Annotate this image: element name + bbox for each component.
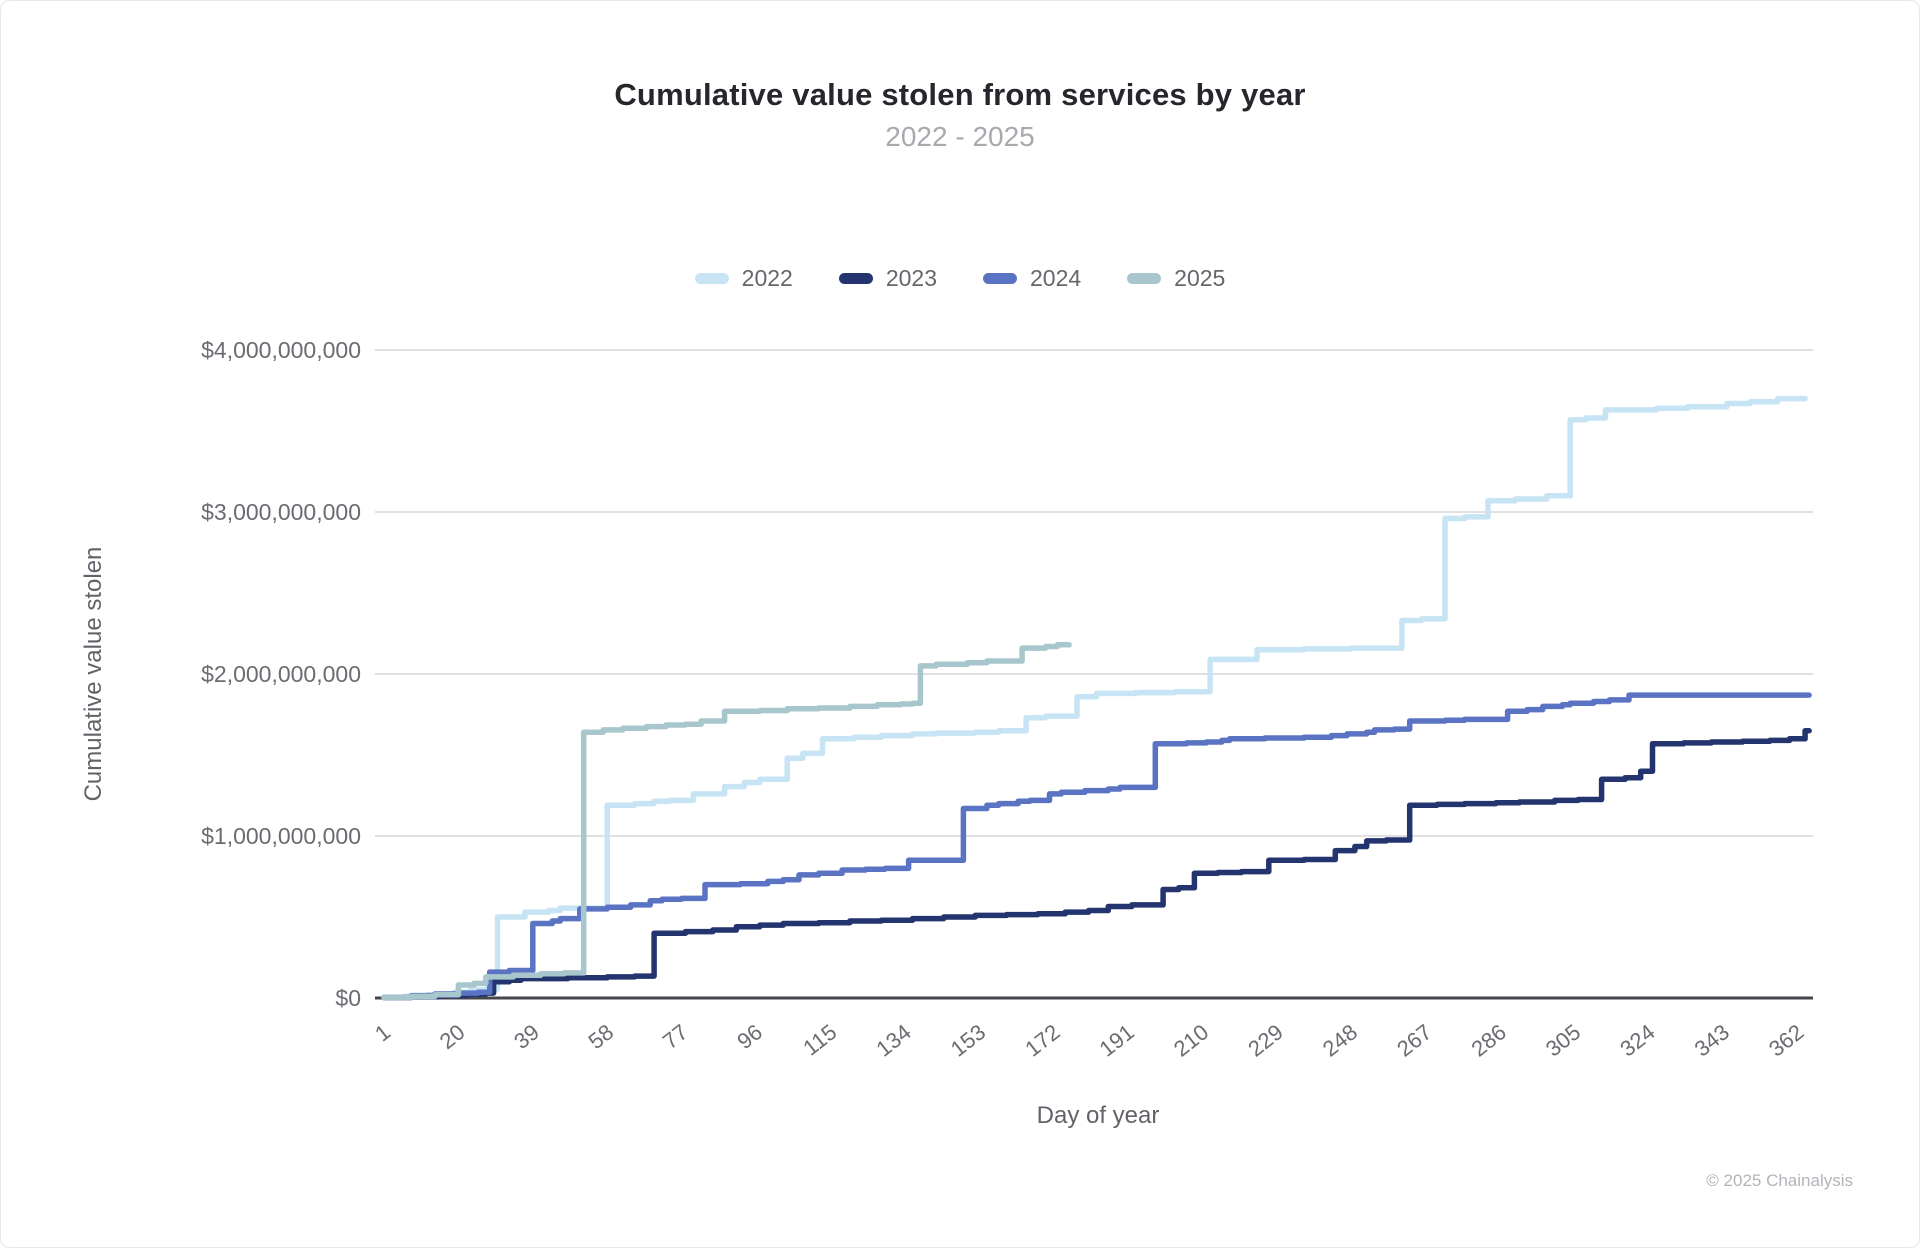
legend-item-2024[interactable]: 2024 <box>983 265 1081 292</box>
legend-swatch-2022 <box>694 273 729 284</box>
x-tick-label: 58 <box>584 1019 619 1054</box>
x-tick-label: 172 <box>1020 1019 1064 1061</box>
x-tick-label: 77 <box>658 1019 693 1054</box>
y-tick-label: $0 <box>335 985 361 1011</box>
x-tick-label: 96 <box>732 1019 767 1054</box>
series-line-2022[interactable] <box>381 395 1808 1000</box>
y-tick-label: $4,000,000,000 <box>201 337 361 363</box>
x-tick-label: 248 <box>1318 1019 1362 1061</box>
x-tick-label: 324 <box>1615 1019 1659 1061</box>
x-tick-label: 115 <box>798 1019 841 1060</box>
x-tick-label: 1 <box>370 1019 395 1046</box>
legend-item-2022[interactable]: 2022 <box>694 265 793 292</box>
x-tick-label: 267 <box>1392 1019 1436 1061</box>
series-line-2025[interactable] <box>381 642 1072 1001</box>
y-axis-title: Cumulative value stolen <box>80 547 107 802</box>
legend: 2022 2023 2024 2025 <box>1 265 1919 292</box>
y-tick-label: $1,000,000,000 <box>201 823 361 849</box>
x-tick-label: 39 <box>509 1019 544 1054</box>
x-tick-label: 191 <box>1095 1019 1139 1061</box>
legend-swatch-2025 <box>1127 273 1162 284</box>
legend-swatch-2023 <box>838 273 873 284</box>
x-axis-title: Day of year <box>1037 1102 1160 1129</box>
chart-subtitle: 2022 - 2025 <box>885 121 1035 152</box>
copyright-text: © 2025 Chainalysis <box>1706 1171 1853 1190</box>
legend-label: 2023 <box>885 265 937 291</box>
legend-item-2023[interactable]: 2023 <box>838 265 937 292</box>
x-tick-label: 210 <box>1169 1019 1213 1061</box>
x-tick-label: 343 <box>1690 1019 1734 1061</box>
legend-swatch-2024 <box>983 273 1017 284</box>
x-tick-label: 229 <box>1243 1019 1287 1061</box>
series-line-2024[interactable] <box>381 692 1812 1001</box>
y-tick-label: $2,000,000,000 <box>201 661 361 687</box>
x-tick-label: 153 <box>946 1019 990 1061</box>
x-tick-label: 134 <box>871 1019 915 1061</box>
legend-label: 2024 <box>1030 265 1082 291</box>
legend-label: 2022 <box>741 265 793 291</box>
x-tick-label: 286 <box>1467 1019 1511 1061</box>
chart-title: Cumulative value stolen from services by… <box>614 77 1306 112</box>
x-tick-label: 20 <box>435 1019 470 1054</box>
x-tick-label: 362 <box>1764 1019 1808 1061</box>
y-tick-label: $3,000,000,000 <box>201 499 361 525</box>
x-tick-label: 305 <box>1541 1019 1585 1061</box>
legend-label: 2025 <box>1174 265 1226 291</box>
series-line-2023[interactable] <box>381 727 1812 1001</box>
legend-item-2025[interactable]: 2025 <box>1127 265 1225 292</box>
